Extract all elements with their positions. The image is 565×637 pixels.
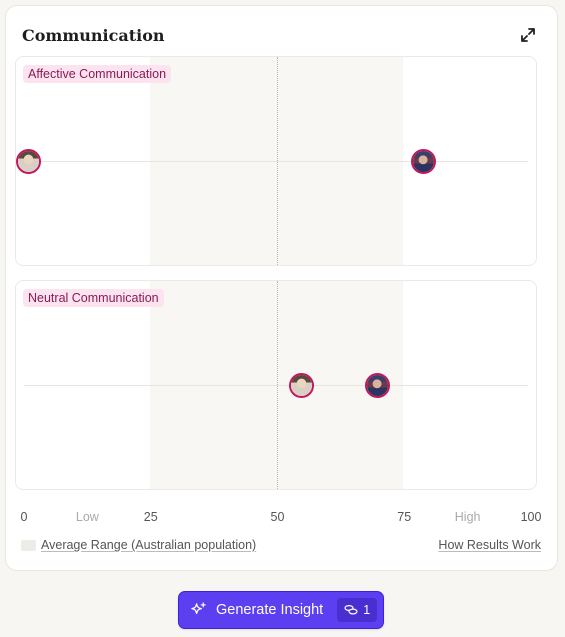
how-results-work-link[interactable]: How Results Work xyxy=(438,538,541,552)
avatar-person-a[interactable] xyxy=(289,372,315,398)
axis-tick: Low xyxy=(75,510,99,524)
axis-tick: 100 xyxy=(520,510,542,524)
score-axis: 0 Low 25 50 75 High 100 xyxy=(0,510,565,526)
legend-swatch xyxy=(21,539,36,551)
axis-tick: 50 xyxy=(270,510,285,524)
credit-count: 1 xyxy=(363,603,371,617)
axis-tick: 25 xyxy=(143,510,158,524)
credit-badge: 1 xyxy=(337,598,378,622)
legend: Average Range (Australian population) xyxy=(21,538,256,552)
track-line xyxy=(24,385,528,386)
axis-tick: 75 xyxy=(397,510,412,524)
expand-icon xyxy=(521,28,535,42)
coins-icon xyxy=(344,604,358,615)
panel-label: Affective Communication xyxy=(23,65,172,83)
expand-button[interactable] xyxy=(519,26,537,44)
legend-label: Average Range (Australian population) xyxy=(41,538,257,552)
track-line xyxy=(24,161,528,162)
panel-affective-communication: Affective Communication xyxy=(15,56,537,266)
avatar-person-b[interactable] xyxy=(365,372,391,398)
generate-insight-button[interactable]: Generate Insight 1 xyxy=(178,591,384,629)
axis-tick: 0 xyxy=(20,510,28,524)
card-title: Communication xyxy=(22,26,165,45)
avatar-person-a[interactable] xyxy=(16,148,41,174)
axis-tick: High xyxy=(454,510,481,524)
panel-label: Neutral Communication xyxy=(23,289,164,307)
avatar-person-b[interactable] xyxy=(411,148,437,174)
panel-neutral-communication: Neutral Communication xyxy=(15,280,537,490)
sparkle-icon xyxy=(191,601,206,614)
generate-insight-label: Generate Insight xyxy=(216,602,324,618)
